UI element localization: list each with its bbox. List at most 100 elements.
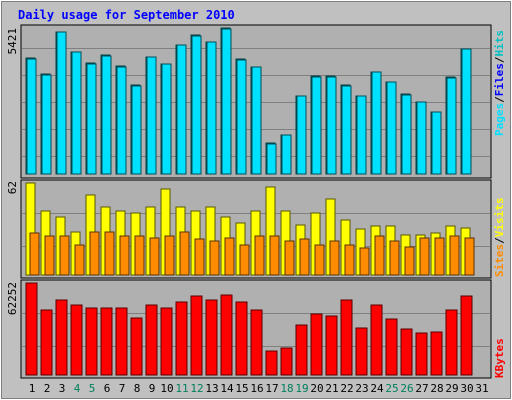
pages-bar xyxy=(371,71,382,175)
day-label: 8 xyxy=(134,382,141,395)
pages-bar xyxy=(41,74,52,175)
pages-bar xyxy=(131,85,142,175)
sites-bar xyxy=(299,238,310,276)
sites-bar xyxy=(59,235,70,276)
sites-bar xyxy=(104,231,115,276)
sites-bar xyxy=(419,237,430,276)
day-label: 16 xyxy=(250,382,263,395)
pages-bar xyxy=(146,56,157,175)
kbytes-bar xyxy=(55,299,68,376)
kbytes-bar xyxy=(115,307,128,376)
pages-bar xyxy=(386,81,397,175)
day-label: 6 xyxy=(104,382,111,395)
pages-bar xyxy=(431,111,442,175)
kbytes-bar xyxy=(325,315,338,376)
kbytes-bar xyxy=(340,299,353,376)
pages-bar xyxy=(311,76,322,175)
pages-bar xyxy=(266,143,277,175)
pages-bar xyxy=(161,63,172,175)
chart-title: Daily usage for September 2010 xyxy=(18,8,235,22)
pages-bar xyxy=(116,66,127,175)
legend-separator: / xyxy=(493,96,506,103)
sites-bar xyxy=(224,237,235,276)
sites-bar xyxy=(89,231,100,276)
day-label: 18 xyxy=(280,382,293,395)
kbytes-bar xyxy=(250,309,263,376)
sites-bar xyxy=(164,235,175,276)
day-label: 24 xyxy=(370,382,384,395)
kbytes-bar xyxy=(430,331,443,376)
pages-bar xyxy=(446,77,457,175)
kbytes-bar xyxy=(310,313,323,376)
bars-layer xyxy=(25,27,475,376)
pages-bar xyxy=(461,48,472,175)
sites-bar xyxy=(179,231,190,276)
day-label: 25 xyxy=(385,382,398,395)
kbytes-bar xyxy=(175,301,188,376)
pages-bar xyxy=(86,63,97,175)
sites-bar xyxy=(149,237,160,276)
day-label: 12 xyxy=(190,382,203,395)
kbytes-bar xyxy=(130,317,143,376)
sites-bar xyxy=(209,240,220,276)
kbytes-bar xyxy=(40,309,53,376)
pages-bar xyxy=(281,134,292,175)
day-label: 27 xyxy=(415,382,428,395)
legend-visits-panel: Sites/Visits xyxy=(493,198,506,278)
day-label: 15 xyxy=(235,382,248,395)
day-label: 23 xyxy=(355,382,368,395)
legend-kbytes-panel: KBytes xyxy=(493,338,506,378)
kbytes-bar xyxy=(70,304,83,376)
kbytes-bar xyxy=(370,304,383,376)
legend-pages: Pages xyxy=(493,103,506,136)
panel-kbytes-max-label: 62252 xyxy=(6,282,19,315)
pages-bar xyxy=(416,101,427,175)
sites-bar xyxy=(329,240,340,276)
kbytes-bar xyxy=(85,307,98,376)
pages-bar xyxy=(71,51,82,175)
sites-bar xyxy=(404,246,415,276)
kbytes-bar xyxy=(355,327,368,376)
day-label: 11 xyxy=(175,382,188,395)
sites-bar xyxy=(389,240,400,276)
legend-kbytes: KBytes xyxy=(493,338,506,378)
pages-bar xyxy=(401,94,412,175)
pages-bar xyxy=(101,55,112,175)
pages-bar xyxy=(356,95,367,175)
sites-bar xyxy=(119,235,130,276)
kbytes-bar xyxy=(25,282,38,376)
day-label: 26 xyxy=(400,382,413,395)
kbytes-bar xyxy=(190,295,203,376)
day-label: 28 xyxy=(430,382,443,395)
day-label: 22 xyxy=(340,382,353,395)
panel-visits-max-label: 62 xyxy=(6,181,19,194)
day-label: 21 xyxy=(325,382,338,395)
kbytes-bar xyxy=(385,318,398,376)
day-label: 13 xyxy=(205,382,218,395)
sites-bar xyxy=(374,235,385,276)
pages-bar xyxy=(191,35,202,175)
pages-bar xyxy=(341,85,352,175)
sites-bar xyxy=(344,244,355,276)
sites-bar xyxy=(44,235,55,276)
day-label: 7 xyxy=(119,382,126,395)
kbytes-bar xyxy=(295,324,308,376)
day-labels: 1 2 3 4 5 6 7 8 9 10 11 12 13 14 15 16 17 18 19 20 21 22 23 24 2… xyxy=(29,382,489,395)
pages-bar xyxy=(56,31,67,175)
kbytes-bar xyxy=(400,328,413,376)
pages-bar xyxy=(326,76,337,175)
day-label: 2 xyxy=(44,382,51,395)
legend-separator: / xyxy=(493,237,506,244)
pages-bar xyxy=(221,28,232,175)
kbytes-bar xyxy=(265,350,278,376)
kbytes-bar xyxy=(415,332,428,376)
legend-files: Files xyxy=(493,63,506,96)
day-label: 31 xyxy=(475,382,488,395)
kbytes-bar xyxy=(445,309,458,376)
sites-bar xyxy=(269,235,280,276)
day-label: 10 xyxy=(160,382,173,395)
day-label: 9 xyxy=(149,382,156,395)
